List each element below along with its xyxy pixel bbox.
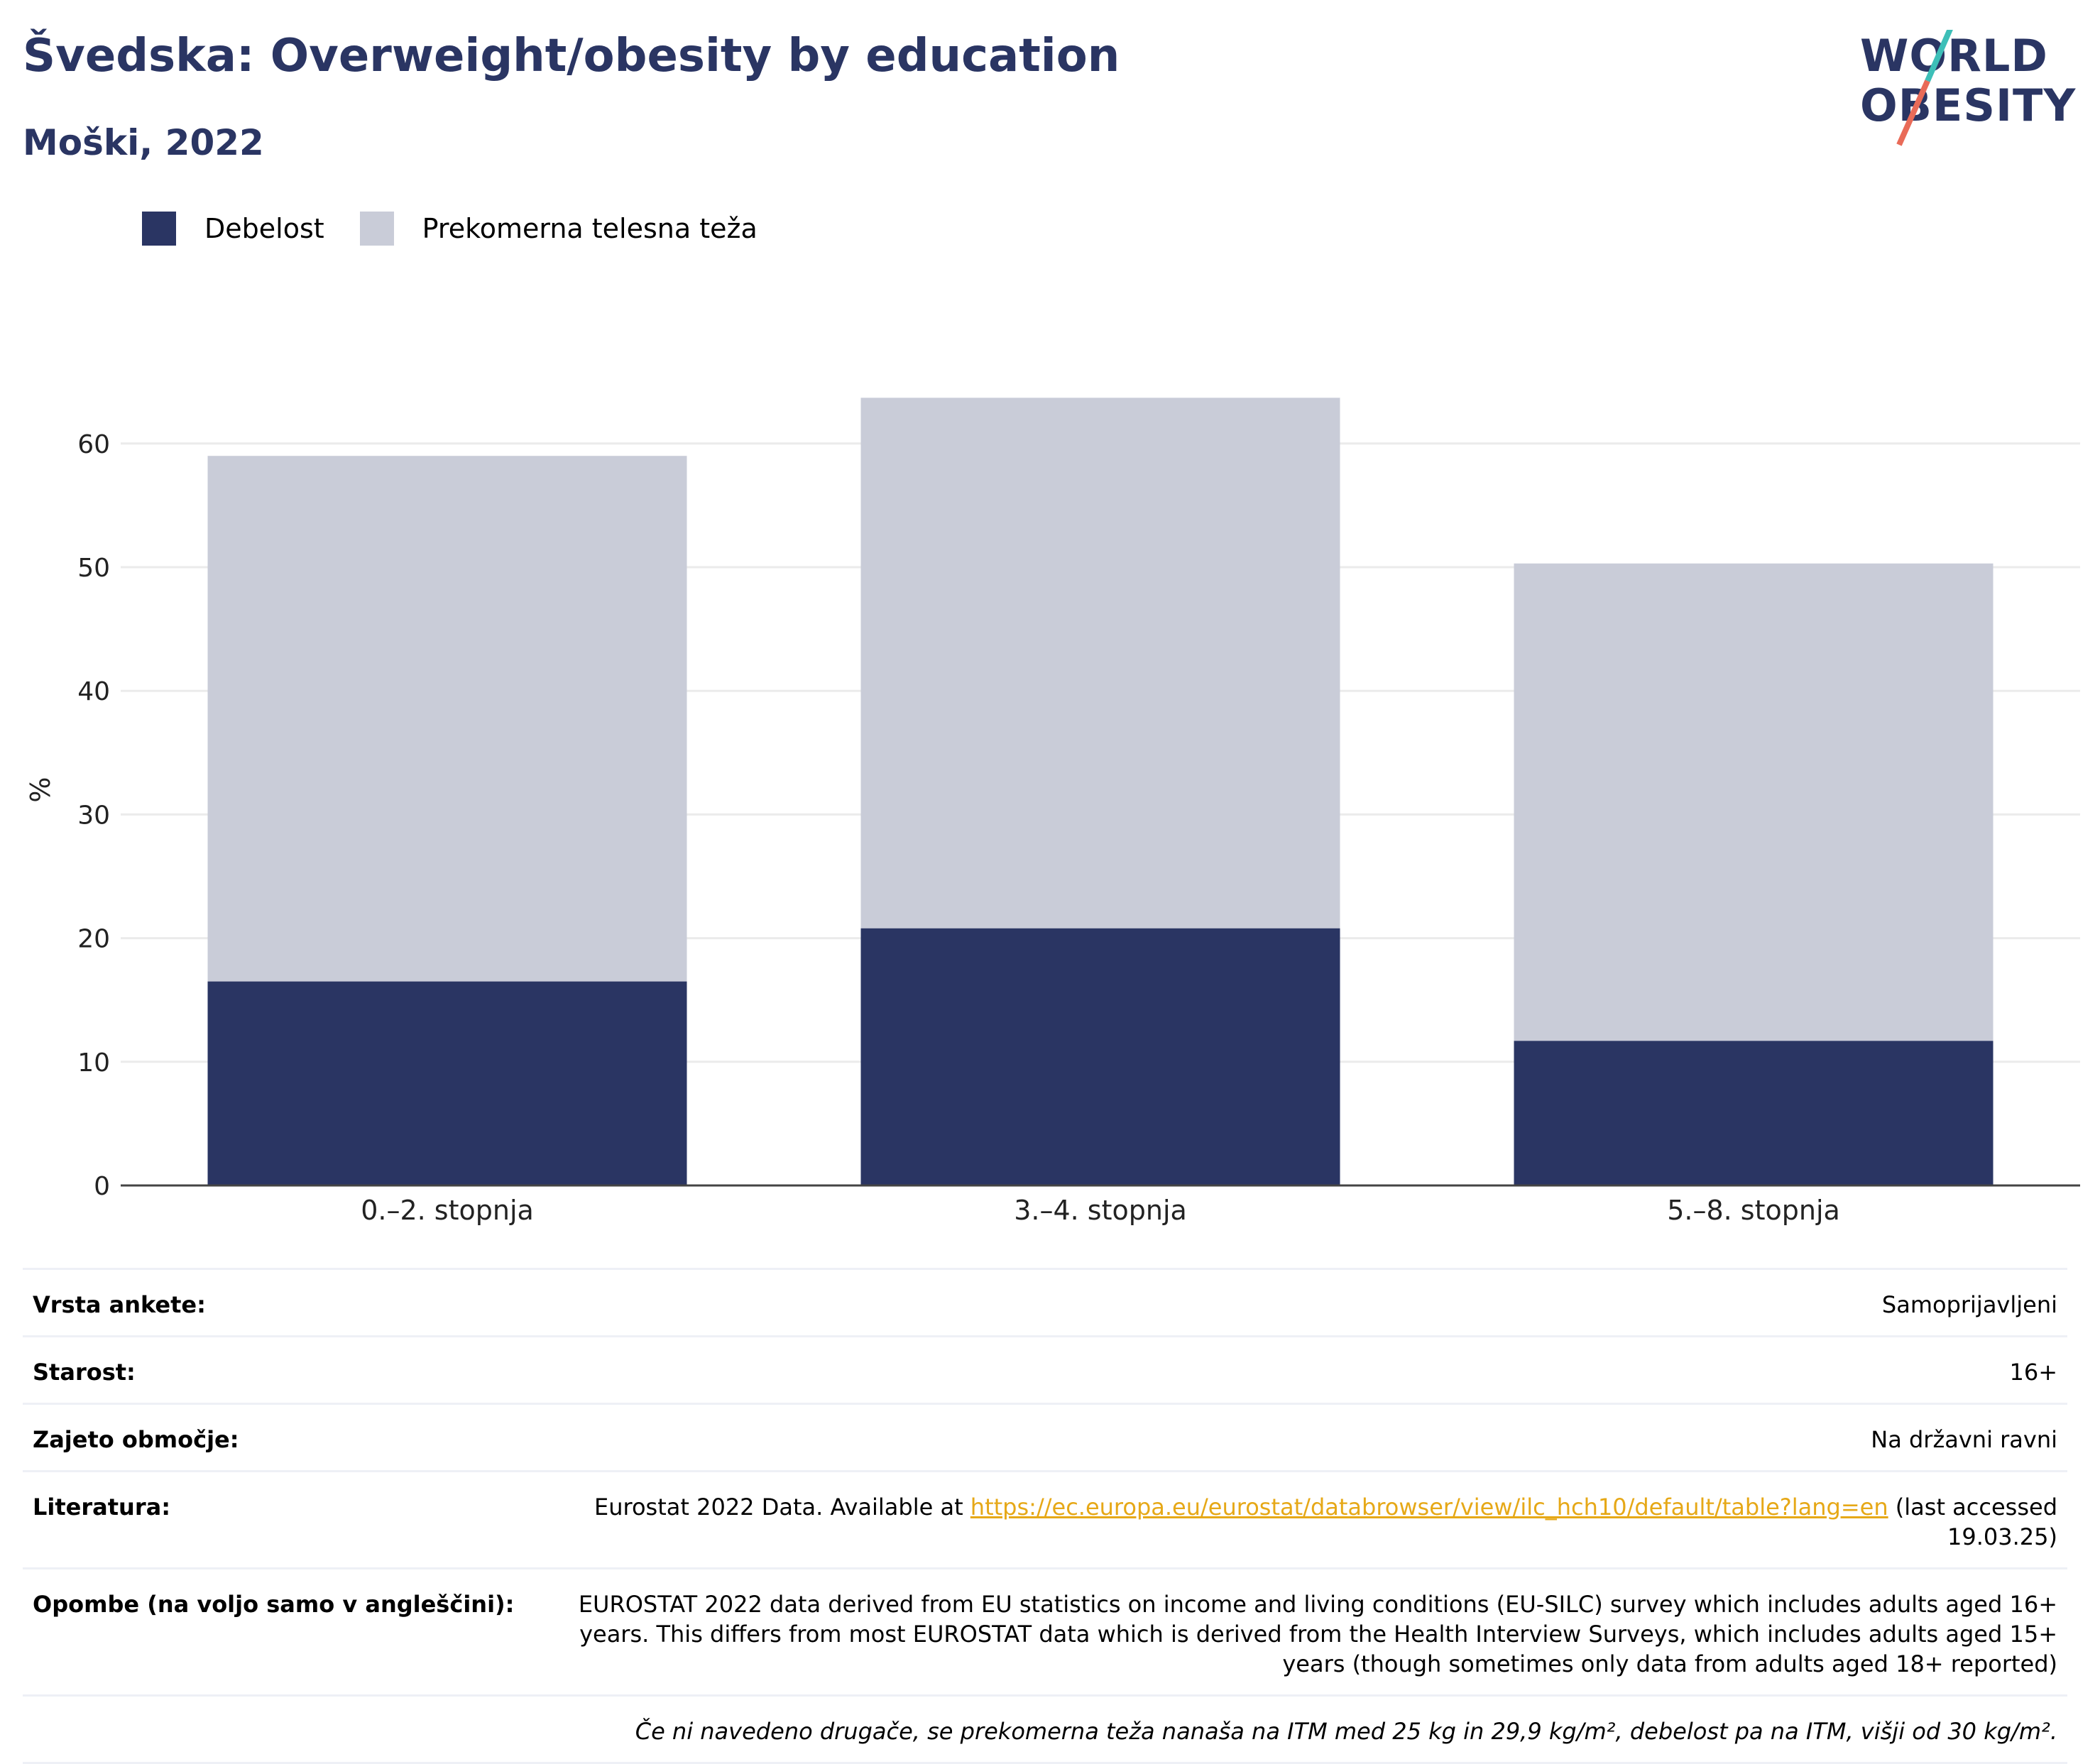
x-tick-label: 5.–8. stopnja xyxy=(1667,1195,1840,1226)
y-tick-label: 0 xyxy=(94,1172,110,1201)
bar-overweight xyxy=(207,456,687,982)
bmi-footnote: Če ni navedeno drugače, se prekomerna te… xyxy=(635,1718,2057,1745)
page-subtitle: Moški, 2022 xyxy=(23,122,264,163)
meta-value-coverage: Na državni ravni xyxy=(1871,1426,2057,1453)
references-link[interactable]: https://ec.europa.eu/eurostat/databrowse… xyxy=(970,1494,1888,1521)
y-tick-label: 10 xyxy=(77,1048,110,1078)
meta-label-coverage: Zajeto območje: xyxy=(33,1426,239,1453)
world-obesity-logo: WORLD OBESITY xyxy=(1846,30,2080,150)
meta-row-age: Starost: 16+ xyxy=(23,1335,2067,1403)
logo-slash-icon xyxy=(1896,30,1953,146)
legend-item-overweight[interactable]: Prekomerna telesna teža xyxy=(359,212,758,246)
logo-text-obesity: OBESITY xyxy=(1860,80,2077,131)
bar-obesity xyxy=(860,928,1340,1185)
references-suffix: (last accessed 19.03.25) xyxy=(1888,1494,2057,1550)
y-tick-label: 30 xyxy=(77,801,110,830)
meta-value-age: 16+ xyxy=(2009,1359,2057,1386)
meta-label-notes: Opombe (na voljo samo v angleščini): xyxy=(33,1591,515,1618)
legend-label-obesity: Debelost xyxy=(204,213,324,244)
bar-obesity xyxy=(1514,1041,1994,1185)
page-title: Švedska: Overweight/obesity by education xyxy=(23,30,1120,82)
references-prefix: Eurostat 2022 Data. Available at xyxy=(594,1494,970,1521)
meta-label-survey: Vrsta ankete: xyxy=(33,1291,206,1318)
meta-row-coverage: Zajeto območje: Na državni ravni xyxy=(23,1403,2067,1470)
meta-label-references: Literatura: xyxy=(33,1494,170,1521)
meta-row-footnote: Če ni navedeno drugače, se prekomerna te… xyxy=(23,1694,2067,1764)
legend-swatch-obesity xyxy=(142,212,176,246)
y-tick-label: 40 xyxy=(77,677,110,706)
y-tick-label: 20 xyxy=(77,925,110,954)
x-tick-label: 0.–2. stopnja xyxy=(361,1195,534,1226)
bar-obesity xyxy=(207,981,687,1185)
chart-legend: Debelost Prekomerna telesna teža xyxy=(142,212,793,246)
bar-overweight xyxy=(860,398,1340,928)
y-tick-label: 60 xyxy=(77,430,110,459)
legend-swatch-overweight xyxy=(359,212,394,246)
y-tick-label: 50 xyxy=(77,554,110,583)
bar-overweight xyxy=(1514,563,1994,1041)
metadata-table: Vrsta ankete: Samoprijavljeni Starost: 1… xyxy=(23,1268,2067,1764)
x-tick-label: 3.–4. stopnja xyxy=(1014,1195,1187,1226)
stacked-bar-chart: 0 10 20 30 40 50 60% 0.–2. stopnja 3.–4. stopnja… xyxy=(25,398,2080,1226)
meta-value-survey: Samoprijavljeni xyxy=(1881,1291,2057,1318)
meta-row-survey: Vrsta ankete: Samoprijavljeni xyxy=(23,1268,2067,1335)
y-axis-label: % xyxy=(25,777,56,803)
logo-text-world: WORLD xyxy=(1860,30,2048,82)
meta-row-notes: Opombe (na voljo samo v angleščini): EUR… xyxy=(23,1567,2067,1694)
legend-label-overweight: Prekomerna telesna teža xyxy=(422,213,758,244)
meta-label-age: Starost: xyxy=(33,1359,136,1386)
meta-value-notes: EUROSTAT 2022 data derived from EU stati… xyxy=(578,1591,2057,1677)
meta-value-references: Eurostat 2022 Data. Available at https:/… xyxy=(524,1492,2057,1552)
legend-item-obesity[interactable]: Debelost xyxy=(142,212,324,246)
meta-row-references: Literatura: Eurostat 2022 Data. Availabl… xyxy=(23,1470,2067,1567)
